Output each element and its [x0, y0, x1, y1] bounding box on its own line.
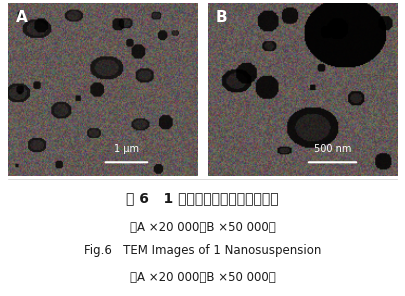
Text: 图 6   1 纳米混悬剂的透射电镜照片: 图 6 1 纳米混悬剂的透射电镜照片 [126, 191, 279, 205]
Text: 1 μm: 1 μm [114, 144, 139, 154]
Text: （A ×20 000；B ×50 000）: （A ×20 000；B ×50 000） [130, 221, 275, 234]
Text: A: A [16, 10, 28, 25]
Text: 500 nm: 500 nm [314, 144, 351, 154]
Text: （A ×20 000；B ×50 000）: （A ×20 000；B ×50 000） [130, 271, 275, 284]
Text: B: B [215, 10, 227, 25]
Text: Fig.6   TEM Images of 1 Nanosuspension: Fig.6 TEM Images of 1 Nanosuspension [84, 244, 321, 257]
